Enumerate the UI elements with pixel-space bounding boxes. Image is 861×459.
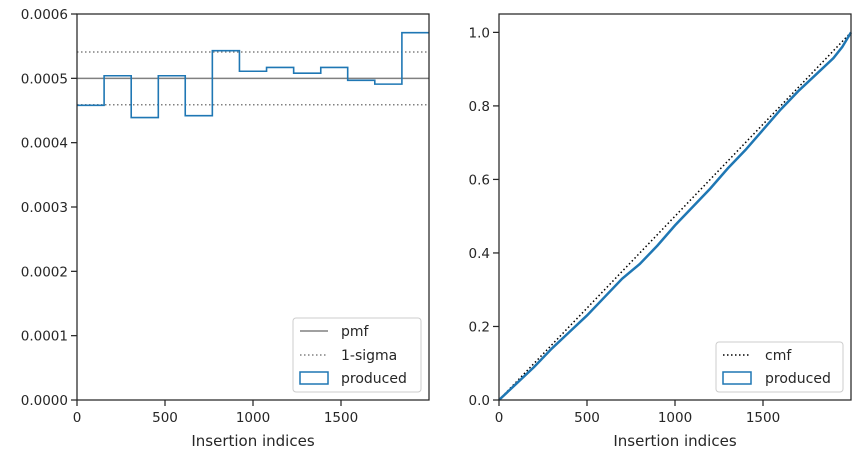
pmf-x-tick-label-2: 1000 <box>236 410 270 426</box>
pmf-y-tick-label-0: 0.0000 <box>21 393 68 409</box>
cmf-legend-produced-swatch <box>722 371 752 385</box>
cmf-y-tick-label-5: 1.0 <box>469 25 490 41</box>
cmf-x-tick-label-0: 0 <box>495 410 504 426</box>
cmf-x-tick-label-1: 500 <box>574 410 600 426</box>
pmf-x-tick-label-1: 500 <box>152 410 178 426</box>
cmf-x-ticks: 0 500 1000 1500 <box>495 400 780 426</box>
cmf-legend-cmf-label: cmf <box>765 348 792 364</box>
pmf-x-axis-label: Insertion indices <box>191 432 314 450</box>
cmf-series-cmf <box>498 31 852 401</box>
pmf-legend-sigma-label: 1-sigma <box>341 348 397 364</box>
pmf-y-tick-label-3: 0.0003 <box>21 200 68 216</box>
pmf-legend-box <box>292 317 422 393</box>
cmf-y-tick-label-0: 0.0 <box>469 393 490 409</box>
cmf-y-tick-label-3: 0.6 <box>469 172 490 188</box>
pmf-y-ticks: 0.0000 0.0001 0.0002 0.0003 0.0004 0.0005 0.00… <box>21 7 77 409</box>
cmf-legend-produced-label: produced <box>765 371 831 387</box>
pmf-produced-step-line <box>77 31 429 119</box>
cmf-panel: 0 500 1000 1500 0.0 0.2 0.4 0.6 0.8 1.0 Insertio… <box>469 13 853 450</box>
cmf-x-tick-label-3: 1500 <box>746 410 780 426</box>
cmf-x-axis-label: Insertion indices <box>613 432 736 450</box>
pmf-legend: pmf 1-sigma produced <box>292 317 422 393</box>
cmf-plot-area <box>498 31 853 401</box>
pmf-legend-pmf-label: pmf <box>341 324 370 340</box>
cmf-series-produced <box>498 31 853 401</box>
pmf-y-tick-label-2: 0.0002 <box>21 264 68 280</box>
pmf-y-tick-label-4: 0.0004 <box>21 136 68 152</box>
pmf-y-tick-label-1: 0.0001 <box>21 329 68 345</box>
pmf-plot-area <box>77 31 429 119</box>
cmf-x-tick-label-2: 1000 <box>658 410 692 426</box>
cmf-y-tick-label-4: 0.8 <box>469 99 490 115</box>
cmf-y-ticks: 0.0 0.2 0.4 0.6 0.8 1.0 <box>469 25 499 409</box>
pmf-legend-produced-label: produced <box>341 371 407 387</box>
pmf-x-tick-label-3: 1500 <box>324 410 358 426</box>
cmf-legend: cmf produced <box>715 341 844 393</box>
pmf-y-tick-label-5: 0.0005 <box>21 71 68 87</box>
cmf-y-tick-label-2: 0.4 <box>469 246 490 262</box>
cmf-y-tick-label-1: 0.2 <box>469 319 490 335</box>
pmf-legend-produced-swatch <box>299 371 329 385</box>
pmf-x-ticks: 0 500 1000 1500 <box>73 400 358 426</box>
pmf-x-tick-label-0: 0 <box>73 410 82 426</box>
pmf-panel: 0 500 1000 1500 0.00000.00010.00020.00030.0… <box>21 7 430 450</box>
pmf-y-tick-label-6: 0.0006 <box>21 7 68 23</box>
